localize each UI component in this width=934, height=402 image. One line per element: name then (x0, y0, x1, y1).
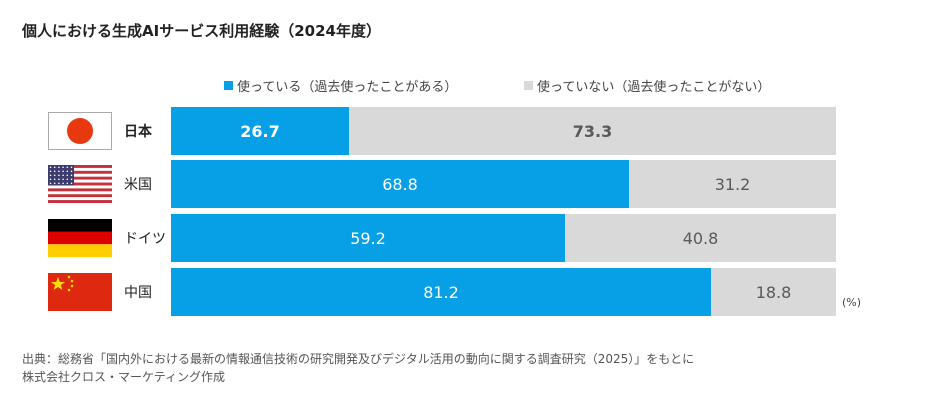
bar-used: 26.7 (171, 107, 349, 155)
legend-label: 使っていない（過去使ったことがない） (537, 80, 771, 95)
category-label: ドイツ (124, 231, 166, 247)
bar-row: 日本 26.7 73.3 (0, 107, 934, 155)
source-line: 株式会社クロス・マーケティング作成 (22, 370, 226, 384)
data-label: 68.8 (382, 174, 418, 194)
unit-label: (%) (842, 296, 862, 309)
legend-item-unused: 使っていない（過去使ったことがない） (524, 76, 770, 95)
data-label: 31.2 (714, 174, 751, 194)
legend-swatch (224, 81, 233, 90)
data-label: 40.8 (682, 228, 719, 248)
category-label: 中国 (124, 285, 152, 301)
data-label: 26.7 (240, 121, 280, 141)
bar-used: 81.2 (171, 268, 711, 316)
category-label: 米国 (124, 177, 152, 193)
bar-row: 米国 68.8 31.2 (0, 160, 934, 208)
category-label: 日本 (124, 124, 152, 140)
japan-flag-icon (48, 112, 112, 150)
source-note: 出典：総務省「国内外における最新の情報通信技術の研究開発及びデジタル活用の動向に… (22, 350, 694, 386)
bar-unused: 18.8 (711, 268, 836, 316)
bar-row: 中国 81.2 18.8 (0, 268, 934, 316)
bar-used: 68.8 (171, 160, 629, 208)
data-label: 73.3 (572, 121, 613, 141)
data-label: 18.8 (755, 282, 792, 302)
bar-unused: 40.8 (565, 214, 836, 262)
bar-row: ドイツ 59.2 40.8 (0, 214, 934, 262)
data-label: 81.2 (423, 282, 459, 302)
legend-label: 使っている（過去使ったことがある） (237, 80, 458, 95)
data-label: 59.2 (350, 228, 386, 248)
legend-item-used: 使っている（過去使ったことがある） (224, 76, 457, 95)
bar-used: 59.2 (171, 214, 565, 262)
chart-title: 個人における生成AIサービス利用経験（2024年度） (22, 22, 381, 40)
bar-unused: 31.2 (629, 160, 836, 208)
legend-swatch (524, 81, 533, 90)
china-flag-icon (48, 273, 112, 311)
bar-unused: 73.3 (349, 107, 836, 155)
germany-flag-icon (48, 219, 112, 257)
source-line: 出典：総務省「国内外における最新の情報通信技術の研究開発及びデジタル活用の動向に… (22, 352, 695, 366)
usa-flag-icon (48, 165, 112, 204)
